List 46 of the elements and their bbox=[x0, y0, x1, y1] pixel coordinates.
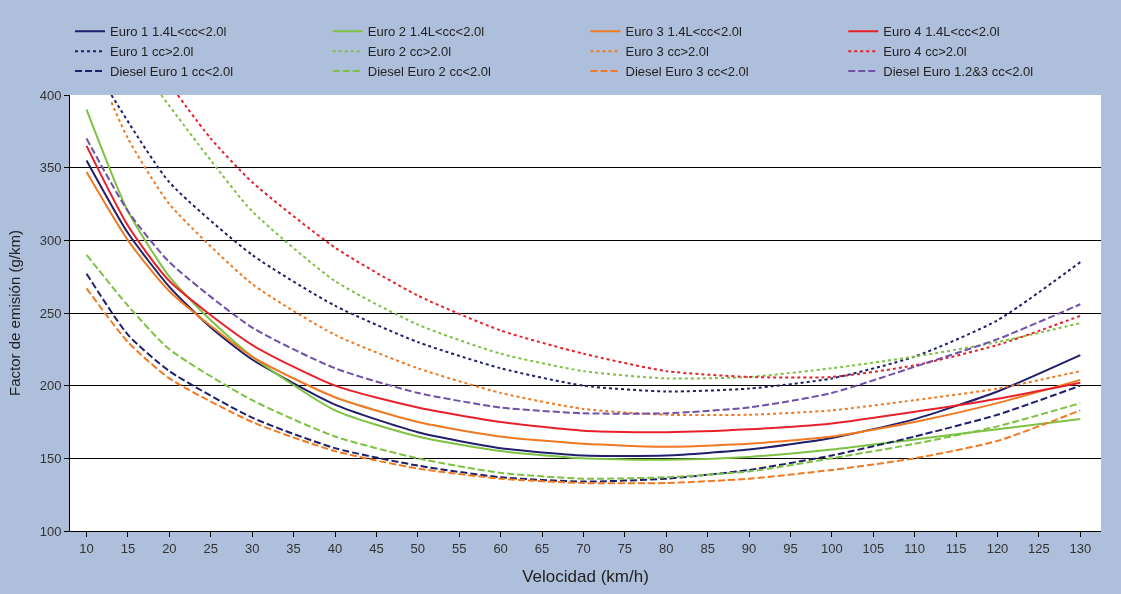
x-tick-label: 125 bbox=[1028, 540, 1050, 556]
legend-label: Euro 3 1.4L<cc<2.0l bbox=[625, 24, 742, 40]
y-tick-label: 200 bbox=[39, 378, 62, 394]
x-tick-label: 130 bbox=[1069, 540, 1092, 556]
legend-label: Euro 4 cc>2.0l bbox=[883, 44, 967, 60]
x-tick-label: 75 bbox=[617, 540, 633, 556]
x-tick-label: 120 bbox=[986, 540, 1009, 556]
y-tick-label: 250 bbox=[39, 305, 62, 321]
legend-label: Diesel Euro 1 cc<2.0l bbox=[110, 64, 234, 80]
x-tick-label: 10 bbox=[79, 540, 94, 556]
x-tick-label: 30 bbox=[244, 540, 260, 556]
x-tick-label: 50 bbox=[410, 540, 426, 556]
x-tick-label: 70 bbox=[576, 540, 591, 556]
legend-label: Euro 2 1.4L<cc<2.0l bbox=[367, 24, 485, 40]
legend-label: Diesel Euro 3 cc<2.0l bbox=[625, 64, 749, 80]
x-tick-label: 95 bbox=[783, 540, 798, 556]
x-tick-label: 105 bbox=[862, 540, 885, 556]
legend-label: Diesel Euro 2 cc<2.0l bbox=[367, 64, 492, 80]
legend-label: Diesel Euro 1.2&3 cc<2.0l bbox=[883, 64, 1034, 80]
x-tick-label: 80 bbox=[659, 540, 674, 556]
x-tick-label: 40 bbox=[327, 540, 343, 556]
y-tick-label: 150 bbox=[39, 450, 62, 466]
x-tick-label: 110 bbox=[904, 540, 926, 556]
y-tick-label: 300 bbox=[39, 232, 62, 248]
y-tick-label: 400 bbox=[39, 87, 62, 103]
x-tick-label: 60 bbox=[493, 540, 508, 556]
x-tick-label: 65 bbox=[534, 540, 550, 556]
x-tick-label: 25 bbox=[203, 540, 219, 556]
legend-label: Euro 1 cc>2.0l bbox=[110, 44, 194, 60]
y-tick-label: 100 bbox=[39, 523, 62, 539]
y-tick-label: 350 bbox=[39, 160, 62, 176]
x-tick-label: 100 bbox=[821, 540, 843, 556]
legend-label: Euro 2 cc>2.0l bbox=[367, 44, 452, 60]
y-axis-title: Factor de emisión (g/km) bbox=[5, 230, 23, 396]
x-tick-label: 90 bbox=[741, 540, 757, 556]
legend-label: Euro 1 1.4L<cc<2.0l bbox=[110, 24, 227, 40]
legend-label: Euro 4 1.4L<cc<2.0l bbox=[883, 24, 1000, 40]
x-tick-label: 55 bbox=[451, 540, 467, 556]
x-tick-label: 115 bbox=[945, 540, 967, 556]
x-tick-label: 15 bbox=[120, 540, 136, 556]
x-axis-title: Velocidad (km/h) bbox=[522, 567, 649, 586]
x-tick-label: 35 bbox=[286, 540, 301, 556]
x-tick-label: 85 bbox=[700, 540, 715, 556]
x-tick-label: 20 bbox=[162, 540, 177, 556]
x-tick-label: 45 bbox=[369, 540, 384, 556]
legend-label: Euro 3 cc>2.0l bbox=[625, 44, 710, 60]
